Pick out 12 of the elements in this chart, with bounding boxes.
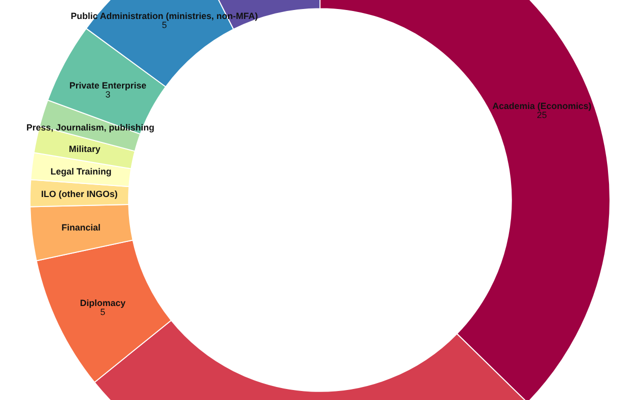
slice-label: Private Enterprise — [69, 80, 146, 91]
slice-label: Financial — [61, 222, 100, 233]
slice-label: Diplomacy — [80, 298, 126, 308]
slice-label: ILO (other INGOs) — [41, 188, 118, 199]
data-label: 5 — [100, 307, 106, 318]
slice-label: Military — [68, 144, 100, 154]
data-label: 3 — [105, 90, 110, 100]
data-label: 25 — [536, 110, 547, 120]
slice-label: Press, Journalism, publishing — [26, 122, 154, 132]
slice-label: Legal Training — [50, 166, 112, 176]
data-label: 5 — [162, 20, 167, 30]
slice-label: Academia (Economics) — [492, 101, 592, 112]
